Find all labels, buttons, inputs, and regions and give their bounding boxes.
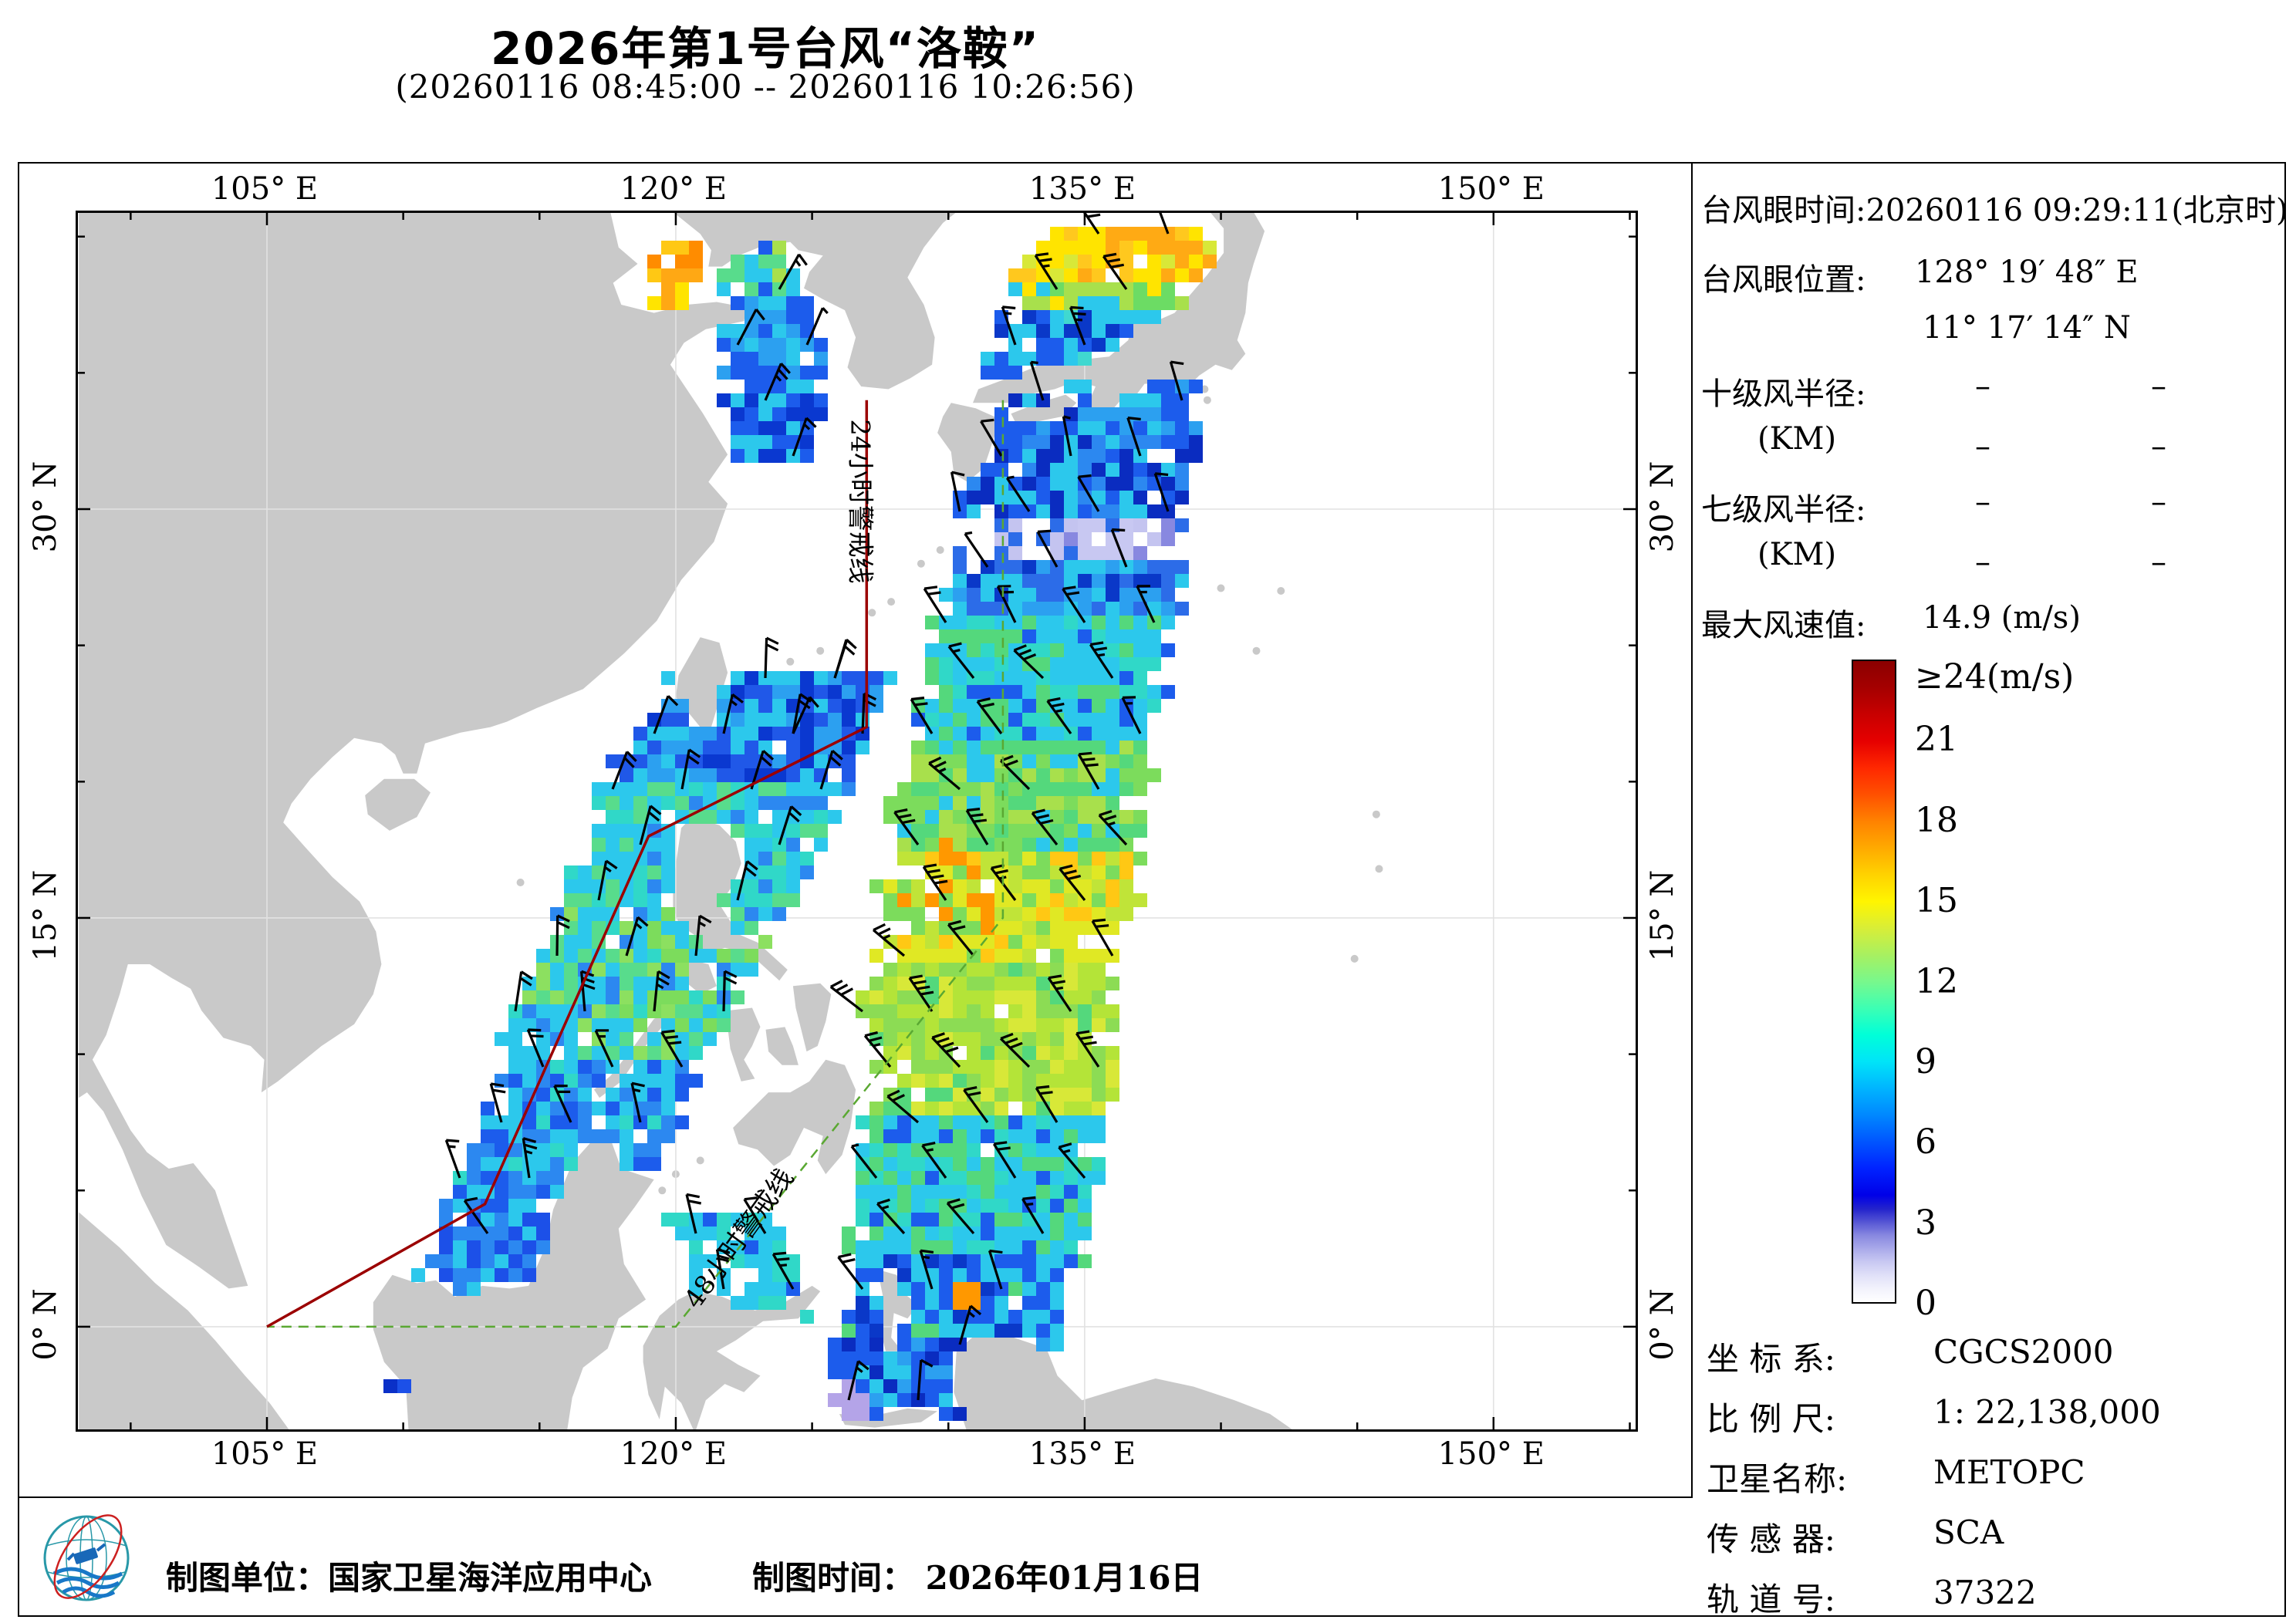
colorbar	[1852, 660, 1896, 1304]
eye-pos-lon: 128° 19′ 48″ E	[1915, 255, 2139, 290]
r10-value-1: –	[1975, 369, 1990, 404]
r10-value-2: –	[2151, 369, 2166, 404]
r7-value-3: –	[1975, 545, 1990, 580]
footer-time: 制图时间： 2026年01月16日	[752, 1559, 1204, 1597]
colorbar-tick-15: 15	[1915, 881, 1958, 921]
r7-value-2: –	[2151, 484, 2166, 520]
colorbar-tick-21: 21	[1915, 720, 1958, 760]
axis-label-bottom-2: 135° E	[1028, 1436, 1136, 1472]
meta-label-2: 卫星名称:	[1707, 1460, 1848, 1498]
meta-label-4: 轨 道 号:	[1707, 1581, 1835, 1618]
r7-unit: (KM)	[1757, 537, 1837, 572]
footer-unit: 制图单位：国家卫星海洋应用中心	[166, 1559, 653, 1597]
tick-layer	[78, 213, 1636, 1429]
warning-line-48h	[267, 400, 1004, 1328]
meta-value-2: METOPC	[1933, 1453, 2085, 1491]
r10-label: 十级风半径:	[1701, 376, 1866, 412]
meta-value-4: 37322	[1933, 1574, 2037, 1611]
nsoas-logo	[37, 1506, 142, 1614]
r7-label: 七级风半径:	[1701, 492, 1866, 528]
axis-label-right-0: 30° N	[1645, 461, 1680, 553]
colorbar-tick-6: 6	[1915, 1122, 1936, 1162]
r10-unit: (KM)	[1757, 421, 1837, 457]
map-canvas: 24小时警戒线 48小时警戒线	[76, 211, 1638, 1432]
eye-pos-label: 台风眼位置:	[1701, 262, 1866, 298]
axis-label-bottom-3: 150° E	[1437, 1436, 1545, 1472]
globe-waves-logo-icon	[43, 1514, 130, 1601]
wind-barb-layer	[444, 213, 1184, 1401]
r10-value-3: –	[1975, 429, 1990, 464]
axis-label-bottom-1: 120° E	[620, 1436, 728, 1472]
vmax-label: 最大风速值:	[1701, 608, 1866, 643]
colorbar-tick-0: 0	[1915, 1284, 1936, 1323]
axis-label-top-0: 105° E	[211, 171, 319, 207]
axis-label-bottom-0: 105° E	[211, 1436, 319, 1472]
colorbar-tick-12: 12	[1915, 961, 1958, 1001]
eye-pos-lat: 11° 17′ 14″ N	[1923, 310, 2131, 346]
warning-line-24h-label: 24小时警戒线	[844, 419, 875, 583]
meta-value-1: 1: 22,138,000	[1933, 1393, 2161, 1431]
page-title: 2026年第1号台风“洛鞍”	[490, 22, 1041, 75]
figure-border	[18, 162, 2286, 1617]
vmax-value: 14.9 (m/s)	[1923, 600, 2081, 636]
r10-value-4: –	[2151, 429, 2166, 464]
colorbar-tick-3: 3	[1915, 1203, 1936, 1243]
page-subtitle: (20260116 08:45:00 -- 20260116 10:26:56)	[395, 68, 1136, 106]
colorbar-tick-18: 18	[1915, 800, 1958, 840]
axis-label-right-1: 15° N	[1645, 869, 1680, 962]
eye-time-row: 台风眼时间:20260116 09:29:11(北京时)	[1701, 185, 2288, 230]
axis-label-left-1: 15° N	[28, 869, 63, 962]
eye-time-label: 台风眼时间:	[1701, 193, 1866, 228]
colorbar-tick-9: 9	[1915, 1041, 1936, 1081]
meta-value-3: SCA	[1933, 1513, 2004, 1551]
axis-label-top-3: 150° E	[1437, 171, 1545, 207]
r7-value-1: –	[1975, 484, 1990, 520]
panel-divider-vertical	[1691, 162, 1693, 1498]
axis-label-left-2: 0° N	[28, 1288, 63, 1361]
meta-label-0: 坐 标 系:	[1707, 1340, 1835, 1378]
eye-time-value: 20260116 09:29:11(北京时)	[1866, 193, 2288, 228]
meta-label-1: 比 例 尺:	[1707, 1400, 1835, 1438]
axis-label-left-0: 30° N	[28, 461, 63, 553]
axis-label-right-2: 0° N	[1645, 1288, 1680, 1361]
warning-lines-layer	[266, 400, 1004, 1328]
axis-label-top-2: 135° E	[1028, 171, 1136, 207]
footer-divider-horizontal	[18, 1496, 1693, 1498]
r7-value-4: –	[2151, 545, 2166, 580]
warning-line-24h	[266, 400, 869, 1328]
meta-label-3: 传 感 器:	[1707, 1520, 1835, 1558]
axis-label-top-1: 120° E	[620, 171, 728, 207]
colorbar-top-label: ≥24(m/s)	[1915, 657, 2075, 697]
meta-value-0: CGCS2000	[1933, 1333, 2114, 1371]
